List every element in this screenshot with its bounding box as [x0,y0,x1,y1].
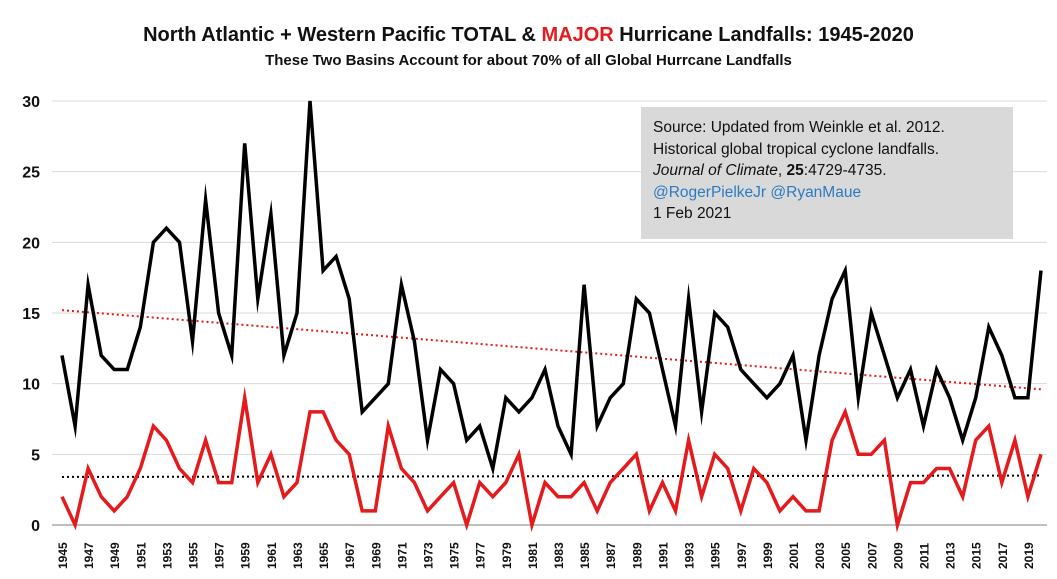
source-separator: , [777,162,787,179]
x-tick-label-1947: 1947 [82,542,96,569]
x-tick-label-1963: 1963 [291,542,305,569]
x-axis-ticks: 1945 1947 1949 1951 1953 1955 1957 1959 1961 1963… [56,542,1036,569]
x-tick-label-1955: 1955 [187,542,201,569]
source-line-2: Historical global tropical cyclone landf… [653,140,940,158]
source-pages: :4729-4735. [803,162,887,179]
chart-title: North Atlantic + Western Pacific TOTAL &… [0,24,1057,47]
x-tick-label-2001: 2001 [787,542,801,569]
x-tick-label-1991: 1991 [656,542,670,569]
chart-title-highlight: MAJOR [541,24,614,46]
series-lines [60,100,1043,533]
x-tick-label-1999: 1999 [761,542,775,569]
x-tick-label-1957: 1957 [213,542,227,569]
y-tick-label-10: 10 [22,377,40,394]
x-tick-label-2005: 2005 [839,542,853,569]
source-date: 1 Feb 2021 [653,205,732,222]
x-tick-label-1995: 1995 [709,542,723,569]
x-tick-label-2015: 2015 [970,542,984,569]
source-handles-link[interactable]: @RogerPielkeJr @RyanMaue [653,183,862,201]
x-tick-label-2003: 2003 [813,542,827,569]
x-tick-label-2009: 2009 [891,542,905,569]
x-tick-label-1977: 1977 [474,542,488,569]
trend-lines [61,309,1042,478]
x-tick-label-1967: 1967 [343,542,357,569]
x-tick-label-1969: 1969 [369,542,383,569]
x-tick-label-2019: 2019 [1022,542,1036,569]
x-tick-label-2011: 2011 [918,543,932,569]
source-line-1: Source: Updated from Weinkle et al. 2012… [653,119,945,136]
x-tick-label-2013: 2013 [944,542,958,569]
x-tick-label-1993: 1993 [683,542,697,569]
y-tick-label-20: 20 [22,235,40,252]
x-tick-label-1945: 1945 [56,542,70,569]
chart-title-prefix: North Atlantic + Western Pacific TOTAL & [143,24,542,46]
y-tick-label-25: 25 [22,165,40,182]
x-tick-label-1959: 1959 [239,542,253,569]
y-tick-label-30: 30 [22,94,40,111]
source-annotation-box: Source: Updated from Weinkle et al. 2012… [641,107,1013,239]
chart-title-suffix: Hurricane Landfalls: 1945-2020 [613,24,914,46]
x-tick-label-1971: 1971 [395,542,409,569]
trend-line-major_trend [61,474,1042,478]
y-tick-label-0: 0 [31,518,40,535]
series-line-major [60,386,1043,533]
x-tick-label-1989: 1989 [630,542,644,569]
source-volume: 25 [786,162,804,179]
x-tick-label-1985: 1985 [578,542,592,569]
chart-subtitle: These Two Basins Account for about 70% o… [265,52,792,69]
source-citation: Journal of Climate, 25:4729-4735. [653,160,1001,182]
trend-line-total_trend [61,309,1042,391]
y-axis-ticks: 0 5 10 15 20 25 30 [22,94,40,535]
x-tick-label-1979: 1979 [500,542,514,569]
series-line-total [60,100,1043,476]
y-tick-label-15: 15 [22,306,40,323]
x-tick-label-1951: 1951 [134,542,148,569]
source-journal: Journal of Climate [653,162,778,179]
x-tick-label-1949: 1949 [108,542,122,569]
x-tick-label-1973: 1973 [421,542,435,569]
x-tick-label-1965: 1965 [317,542,331,569]
x-tick-label-2007: 2007 [865,542,879,569]
x-tick-label-1953: 1953 [160,542,174,569]
x-tick-label-1981: 1981 [526,542,540,569]
y-tick-label-5: 5 [31,447,40,464]
x-tick-label-2017: 2017 [996,542,1010,569]
x-tick-label-1997: 1997 [735,542,749,569]
x-tick-label-1987: 1987 [604,542,618,569]
x-tick-label-1983: 1983 [552,542,566,569]
x-tick-label-1975: 1975 [448,542,462,569]
x-tick-label-1961: 1961 [265,542,279,569]
